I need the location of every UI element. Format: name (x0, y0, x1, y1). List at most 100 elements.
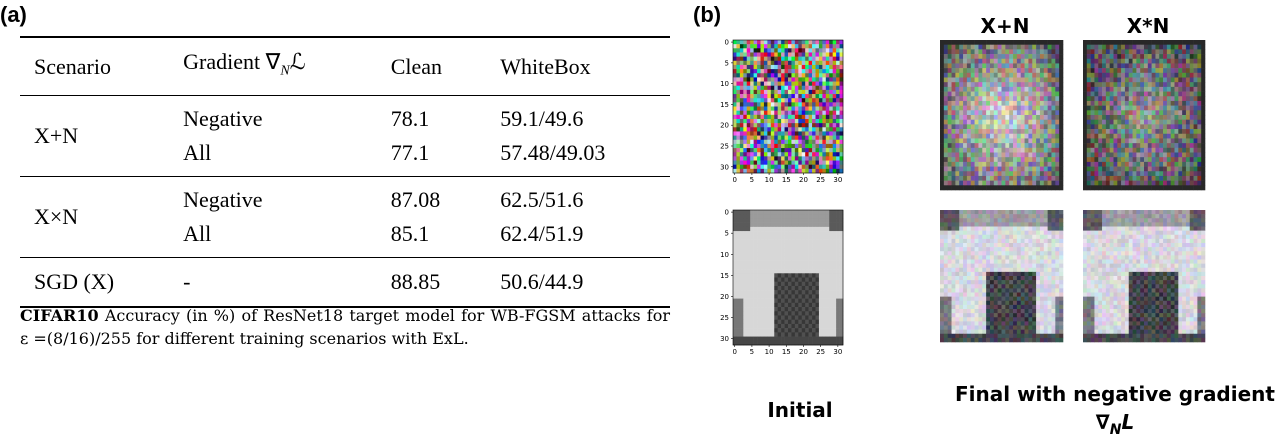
pixel (1013, 49, 1018, 55)
pixel (955, 143, 960, 149)
pixel (1140, 115, 1145, 120)
pixel (733, 315, 737, 320)
pixel (750, 56, 754, 62)
pixel (974, 72, 979, 78)
pixel (943, 166, 948, 172)
pixel (818, 298, 823, 304)
pixel (1028, 284, 1033, 289)
pixel (1047, 251, 1052, 256)
pixel (750, 60, 754, 66)
pixel (1055, 138, 1060, 144)
pixel (808, 328, 813, 333)
pixel (1086, 180, 1091, 186)
pixel (1102, 185, 1107, 191)
pixel (1109, 54, 1114, 60)
pixel (818, 139, 823, 145)
pixel (757, 307, 761, 312)
pixel (1166, 133, 1171, 139)
pixel (836, 252, 840, 257)
pixel (791, 135, 796, 141)
pixel (836, 152, 840, 157)
pixel (750, 302, 754, 308)
y-tick-label: 5 (725, 230, 729, 238)
pixel (801, 302, 806, 308)
pixel (753, 85, 758, 91)
pixel (970, 271, 975, 277)
pixel (1039, 214, 1045, 219)
pixel (1005, 72, 1010, 78)
pixel (1043, 40, 1048, 45)
pixel (770, 243, 775, 249)
pixel (791, 256, 796, 261)
pixel (743, 64, 748, 70)
pixel (808, 69, 813, 74)
pixel (955, 309, 960, 314)
pixel (989, 175, 995, 181)
pixel (818, 277, 823, 283)
pixel (940, 129, 945, 135)
pixel (997, 251, 1002, 256)
pixel (1182, 63, 1187, 69)
pixel (1001, 110, 1006, 116)
table-cell: 88.85 (390, 269, 441, 295)
pixel (1163, 171, 1168, 177)
pixel (794, 40, 799, 45)
pixel (818, 285, 823, 291)
pixel (978, 247, 983, 252)
pixel (1043, 234, 1048, 240)
pixel (791, 210, 796, 215)
pixel (808, 64, 813, 70)
pixel (767, 252, 772, 257)
pixel (788, 307, 792, 312)
pixel (760, 48, 765, 53)
pixel (982, 238, 987, 244)
pixel (818, 81, 823, 87)
pixel (829, 131, 833, 136)
pixel (822, 256, 827, 261)
pixel (1193, 180, 1198, 186)
pixel (829, 118, 833, 124)
pixel (970, 222, 975, 227)
pixel (1020, 280, 1025, 285)
pixel (774, 231, 778, 236)
pixel (815, 44, 820, 49)
pixel (781, 60, 785, 66)
pixel (805, 273, 809, 278)
pixel (739, 214, 744, 219)
pixel (1005, 82, 1010, 88)
pixel (1197, 54, 1202, 60)
pixel (1016, 96, 1022, 102)
pixel (1178, 180, 1183, 186)
pixel (1132, 96, 1137, 102)
pixel (1083, 72, 1088, 78)
pixel (947, 222, 952, 227)
pixel (951, 288, 956, 293)
pixel (743, 69, 748, 74)
pixel (1094, 96, 1099, 102)
pixel (1016, 218, 1022, 223)
pixel (1059, 147, 1064, 153)
pixel (947, 124, 952, 130)
pixel (1028, 157, 1033, 163)
pixel (788, 332, 792, 337)
pixel (959, 304, 964, 310)
pixel (801, 127, 806, 132)
pixel (943, 218, 948, 223)
pixel (1009, 230, 1014, 236)
pixel (739, 235, 744, 240)
pixel (760, 247, 765, 253)
pixel (1016, 292, 1022, 297)
pixel (1009, 259, 1014, 264)
pixel (1151, 138, 1156, 144)
pixel (966, 243, 972, 248)
pixel (1201, 68, 1206, 74)
pixel (1136, 86, 1141, 92)
pixel (825, 340, 830, 346)
pixel (829, 222, 833, 228)
pixel (1109, 143, 1114, 149)
pixel (955, 210, 960, 215)
pixel (829, 277, 833, 283)
pixel (1036, 222, 1041, 227)
pixel (788, 123, 792, 128)
pixel (978, 296, 983, 302)
